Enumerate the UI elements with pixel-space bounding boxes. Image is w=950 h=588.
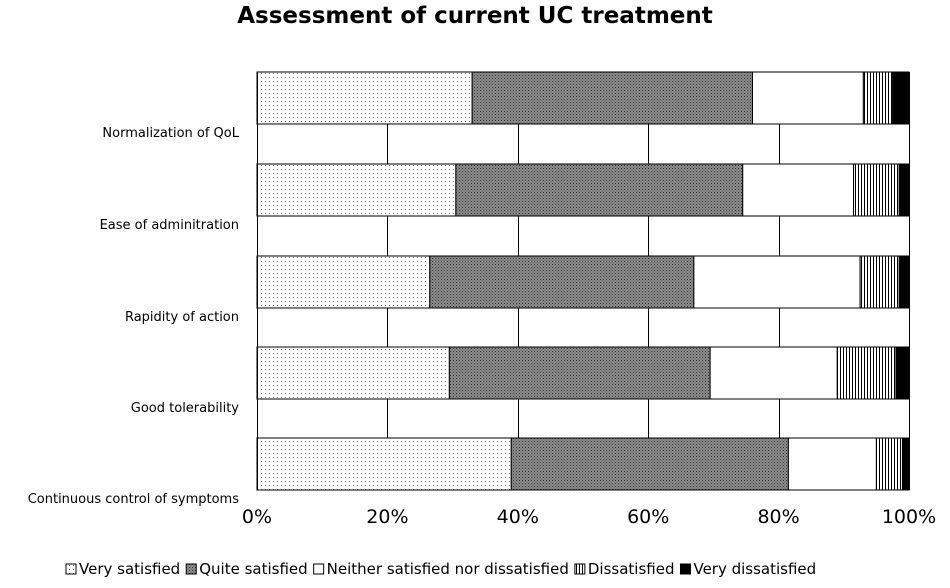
bar-segment — [787, 437, 877, 491]
bar-segment — [859, 255, 900, 309]
bar-segment — [709, 346, 838, 400]
bar-segment — [510, 437, 789, 491]
bar-segment — [256, 163, 457, 217]
x-tick-label: 60% — [627, 506, 669, 528]
chart-title: Assessment of current UC treatment — [237, 3, 713, 29]
bar-segment — [752, 71, 864, 125]
bar-segment — [471, 71, 754, 125]
bar-segment — [256, 346, 450, 400]
legend: Very satisfied Quite satisfied Neither sat… — [65, 560, 816, 578]
bar-segment — [256, 255, 431, 309]
bars — [256, 71, 910, 491]
legend-label: Quite satisfied — [199, 560, 307, 578]
x-tick-label: 40% — [497, 506, 539, 528]
bar-segment — [892, 71, 910, 125]
bar-segment — [742, 163, 855, 217]
x-tick-label: 0% — [242, 506, 272, 528]
category-label: Good tolerability — [131, 401, 240, 416]
x-tick-label: 20% — [366, 506, 408, 528]
legend-swatch — [65, 563, 77, 575]
legend-label: Very satisfied — [79, 560, 180, 578]
x-tick-label: 100% — [882, 506, 936, 528]
bar-segment — [256, 71, 473, 125]
bar-segment — [895, 346, 910, 400]
category-label: Ease of adminitration — [100, 218, 239, 233]
x-tick-label: 80% — [757, 506, 799, 528]
bar-segment — [901, 437, 910, 491]
bar-segment — [898, 163, 910, 217]
bar-segment — [256, 437, 512, 491]
bar-segment — [875, 437, 903, 491]
category-labels: Normalization of QoL Ease of adminitratio… — [28, 126, 240, 507]
category-label: Continuous control of symptoms — [28, 492, 240, 507]
x-tick-labels: 0% 20% 40% 60% 80% 100% — [242, 506, 936, 528]
bar-segment — [693, 255, 861, 309]
legend-label: Very dissatisfied — [693, 560, 816, 578]
legend-swatch — [313, 563, 325, 575]
bar-segment — [455, 163, 744, 217]
bar-segment — [898, 255, 910, 309]
bar-segment — [853, 163, 900, 217]
category-label: Normalization of QoL — [102, 126, 239, 141]
bar-segment — [836, 346, 897, 400]
legend-swatch — [679, 563, 691, 575]
legend-swatch — [185, 563, 197, 575]
bar-segment — [862, 71, 894, 125]
legend-label: Neither satisfied nor dissatisfied — [327, 560, 569, 578]
bar-segment — [448, 346, 711, 400]
bar-segment — [429, 255, 695, 309]
legend-label: Dissatisfied — [588, 560, 675, 578]
legend-swatch — [574, 563, 586, 575]
category-label: Rapidity of action — [125, 310, 239, 325]
